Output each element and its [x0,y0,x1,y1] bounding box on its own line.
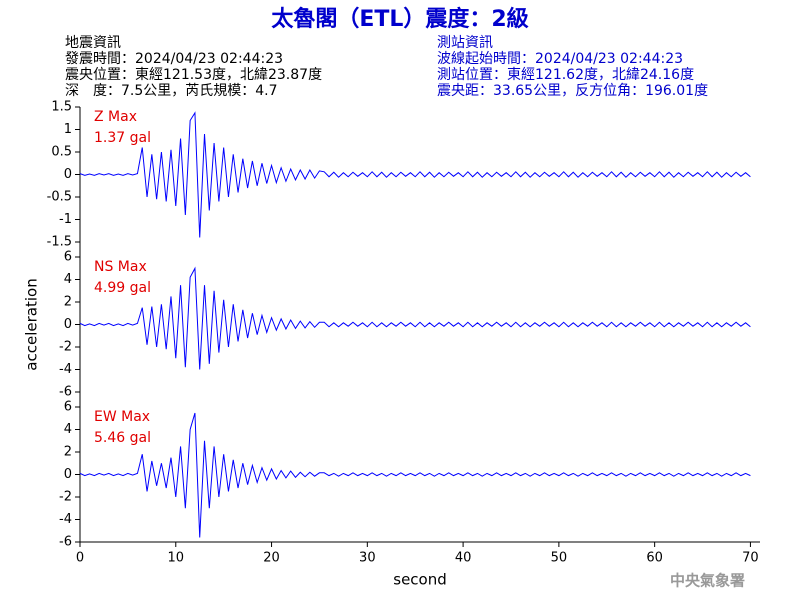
annotation: 1.37 gal [94,130,151,146]
waveform [79,266,751,370]
series-label: EW Max [94,409,150,425]
y-tick-label: -4 [59,512,72,527]
x-tick-label: 70 [742,551,759,566]
y-tick-label: 1 [64,122,72,137]
y-tick-label: 0 [64,317,72,332]
y-tick-label: 2 [64,295,72,310]
y-tick-label: 1.5 [51,100,72,115]
y-tick-label: 2 [64,445,72,460]
info-line: 震央距：33.65公里，反方位角：196.01度 [437,83,708,99]
x-tick-label: 10 [168,551,185,566]
x-tick-label: 30 [359,551,376,566]
info-line: 震央位置：東經121.53度，北緯23.87度 [65,67,322,83]
y-tick-label: 4 [64,272,72,287]
y-tick-label: -1 [59,212,72,227]
waveform [79,412,751,538]
y-tick-label: 4 [64,422,72,437]
info-line: 波線起始時間：2024/04/23 02:44:23 [437,51,683,67]
y-tick-label: 6 [64,400,72,415]
y-tick-label: -6 [59,535,72,550]
series-label: Z Max [94,109,137,125]
info-line: 測站資訊 [437,35,493,51]
x-tick-label: 0 [76,551,84,566]
info-line: 測站位置：東經121.62度，北緯24.16度 [437,67,694,83]
y-tick-label: 0 [64,467,72,482]
series-label: NS Max [94,259,147,275]
annotation: 4.99 gal [94,280,151,296]
y-tick-label: -0.5 [47,190,72,205]
y-tick-label: -2 [59,340,72,355]
y-tick-label: -6 [59,385,72,400]
y-tick-label: -1.5 [47,235,72,250]
x-tick-label: 40 [455,551,472,566]
y-tick-label: -2 [59,490,72,505]
y-tick-label: -4 [59,362,72,377]
x-tick-label: 50 [551,551,568,566]
info-line: 發震時間：2024/04/23 02:44:23 [65,51,283,67]
y-axis-label: acceleration [23,278,41,370]
x-tick-label: 20 [263,551,280,566]
info-line: 地震資訊 [65,35,121,51]
y-tick-label: 0.5 [51,145,72,160]
y-tick-label: 6 [64,250,72,265]
credit: 中央氣象署 [670,572,745,590]
y-tick-label: 0 [64,167,72,182]
annotation: 5.46 gal [94,430,151,446]
chart-title: 太魯閣（ETL）震度：2級 [271,6,528,32]
x-tick-label: 60 [646,551,663,566]
waveform [79,111,751,238]
info-line: 深 度：7.5公里，芮氏規模：4.7 [65,82,278,99]
x-axis-label: second [393,571,447,589]
